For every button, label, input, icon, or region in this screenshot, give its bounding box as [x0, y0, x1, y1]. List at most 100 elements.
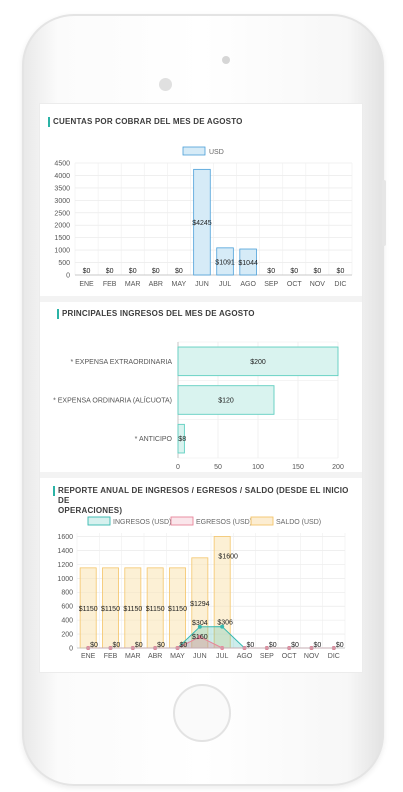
- data-label: $1044: [238, 260, 258, 267]
- y-tick-label: * ANTICIPO: [135, 436, 173, 443]
- data-label: $0: [106, 268, 114, 275]
- series-point: [197, 634, 202, 639]
- data-label: $120: [218, 398, 234, 405]
- data-label: $0: [267, 268, 275, 275]
- title-accent: [57, 309, 59, 319]
- x-tick-label: DIC: [334, 281, 346, 288]
- x-tick-label: FEB: [103, 281, 117, 288]
- x-tick-label: AGO: [240, 281, 256, 288]
- section-divider: [40, 296, 362, 302]
- y-tick-label: * EXPENSA ORDINARIA (ALÍCUOTA): [53, 396, 172, 405]
- data-label: $1150: [146, 606, 165, 613]
- data-label: $0: [269, 642, 277, 649]
- x-tick-label: MAY: [170, 653, 185, 660]
- data-label: $0: [152, 268, 160, 275]
- y-tick-label: 200: [61, 632, 73, 639]
- x-tick-label: DIC: [328, 653, 340, 660]
- section-divider: [40, 472, 362, 478]
- section-title-top-income: PRINCIPALES INGRESOS DEL MES DE AGOSTO: [57, 309, 255, 319]
- front-camera: [159, 78, 172, 91]
- home-button[interactable]: [173, 684, 231, 742]
- y-tick-label: 3500: [54, 185, 70, 192]
- x-tick-label: 150: [292, 464, 304, 471]
- top-income-chart: 0 50 100 150 200 $200 * EXPENSA EXTRAORDINARIA…: [53, 341, 344, 471]
- y-tick-label: 1500: [54, 235, 70, 242]
- x-tick-label: MAY: [172, 281, 187, 288]
- data-label: $0: [180, 642, 188, 649]
- data-label: $0: [337, 268, 345, 275]
- legend-swatch: [87, 516, 111, 526]
- bar: [239, 248, 257, 276]
- annual-report-chart: INGRESOS (USD) EGRESOS (USD) SALDO (USD) 0 2…: [57, 516, 346, 660]
- y-tick-label: 400: [61, 618, 73, 625]
- series-point: [197, 624, 202, 629]
- data-label: $1294: [190, 601, 210, 608]
- y-tick-label: 4000: [54, 173, 70, 180]
- data-label: $0: [83, 268, 91, 275]
- legend-label: INGRESOS (USD): [113, 519, 171, 526]
- series-point: [220, 624, 225, 629]
- data-label: $0: [290, 268, 298, 275]
- bar: [177, 346, 339, 377]
- y-tick-label: 2500: [54, 210, 70, 217]
- y-tick-label: 1000: [54, 248, 70, 255]
- data-label: $0: [175, 268, 183, 275]
- data-label: $0: [314, 642, 322, 649]
- bar: [216, 247, 234, 276]
- data-label: $0: [336, 642, 344, 649]
- y-tick-label: 0: [69, 646, 73, 653]
- x-tick-label: ENE: [79, 281, 94, 288]
- x-tick-label: SEP: [260, 653, 274, 660]
- data-label: $306: [217, 620, 233, 627]
- section-title-annual-report: REPORTE ANUAL DE INGRESOS / EGRESOS / SA…: [53, 486, 362, 516]
- x-tick-label: FEB: [104, 653, 118, 660]
- title-accent: [48, 117, 50, 127]
- data-label: $0: [113, 642, 121, 649]
- data-label: $0: [247, 642, 255, 649]
- x-tick-label: JUL: [219, 281, 232, 288]
- y-tick-label: 1000: [57, 576, 73, 583]
- x-tick-label: JUN: [193, 653, 207, 660]
- legend-label: EGRESOS (USD): [196, 519, 252, 526]
- legend-swatch: [182, 146, 206, 156]
- x-tick-label: MAR: [125, 653, 141, 660]
- y-tick-label: 1400: [57, 548, 73, 555]
- x-tick-label: 50: [214, 464, 222, 471]
- data-label: $8: [178, 436, 186, 443]
- x-tick-label: AGO: [237, 653, 253, 660]
- bar: [177, 385, 275, 415]
- data-label: $4245: [192, 220, 212, 227]
- legend-swatch: [170, 516, 194, 526]
- speaker: [222, 56, 230, 64]
- y-tick-label: 3000: [54, 198, 70, 205]
- y-tick-label: 2000: [54, 223, 70, 230]
- legend-label: USD: [209, 149, 224, 156]
- x-tick-label: NOV: [310, 281, 326, 288]
- x-tick-label: ABR: [148, 653, 162, 660]
- y-tick-label: 1200: [57, 562, 73, 569]
- section-title-line-2: OPERACIONES): [58, 506, 123, 515]
- data-label: $0: [135, 642, 143, 649]
- x-tick-label: SEP: [264, 281, 278, 288]
- bar: [177, 423, 185, 454]
- receivables-chart: USD 0 500 1000 1500 2000 2500 3000 3500 4000 4500 $…: [54, 146, 353, 288]
- data-label: $304: [192, 620, 208, 627]
- data-label: $1150: [79, 606, 98, 613]
- section-title-text: CUENTAS POR COBRAR DEL MES DE AGOSTO: [53, 117, 243, 126]
- y-tick-label: 500: [58, 260, 70, 267]
- title-accent: [53, 486, 55, 496]
- data-label: $1150: [168, 606, 187, 613]
- section-title-receivables: CUENTAS POR COBRAR DEL MES DE AGOSTO: [48, 117, 243, 127]
- data-label: $1150: [123, 606, 142, 613]
- data-label: $160: [192, 634, 208, 641]
- x-tick-label: 0: [176, 464, 180, 471]
- legend-label: SALDO (USD): [276, 519, 321, 526]
- data-label: $0: [90, 642, 98, 649]
- y-tick-label: 600: [61, 604, 73, 611]
- data-label: $1600: [218, 553, 238, 560]
- y-tick-label: 1600: [57, 534, 73, 541]
- x-tick-label: 100: [252, 464, 264, 471]
- data-label: $1091: [215, 259, 235, 266]
- data-label: $200: [250, 359, 266, 366]
- section-title-line-1: REPORTE ANUAL DE INGRESOS / EGRESOS / SA…: [58, 486, 349, 505]
